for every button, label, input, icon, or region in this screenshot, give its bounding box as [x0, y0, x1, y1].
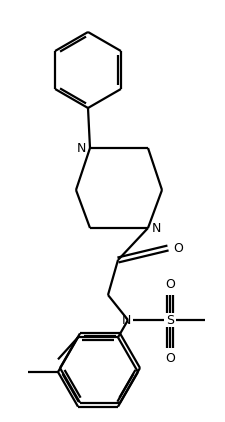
Text: S: S: [165, 314, 173, 327]
Text: N: N: [76, 141, 86, 154]
Text: O: O: [164, 352, 174, 365]
Text: O: O: [164, 279, 174, 292]
Text: N: N: [121, 314, 130, 327]
Text: N: N: [151, 222, 161, 235]
Text: O: O: [172, 241, 182, 254]
